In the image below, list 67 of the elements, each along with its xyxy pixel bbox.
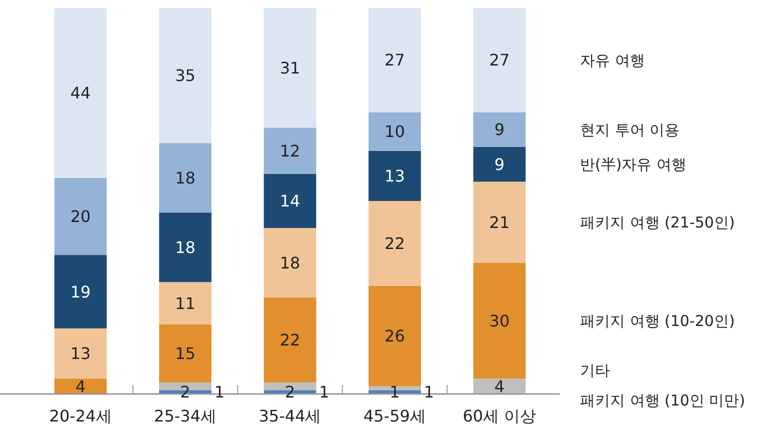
data-label: 44 — [70, 84, 91, 103]
x-tick-label: 45-59세 — [363, 406, 426, 426]
data-label: 18 — [280, 253, 300, 272]
data-label: 13 — [384, 166, 405, 186]
bar — [54, 178, 107, 256]
bar — [159, 143, 212, 213]
x-tick-label: 60세 이상 — [462, 406, 536, 426]
data-label: 1 — [319, 382, 330, 402]
text: 기타 — [580, 361, 610, 380]
data-label: 22 — [384, 234, 405, 254]
data-label: 10 — [384, 122, 405, 142]
bar — [473, 378, 526, 394]
bar — [54, 378, 107, 394]
text: 반(半)자유 여행 — [580, 156, 686, 174]
bar — [159, 8, 212, 144]
bar — [54, 8, 107, 178]
bar — [264, 298, 316, 382]
bar — [368, 201, 421, 286]
bar — [159, 324, 212, 382]
bar — [473, 112, 526, 147]
text: 패키지 여행 (21-50인) — [580, 213, 735, 232]
data-label: 4 — [494, 376, 505, 396]
bar — [368, 112, 421, 151]
data-label: 15 — [175, 344, 196, 364]
data-label: 18 — [175, 168, 196, 188]
data-label: 1 — [214, 382, 225, 402]
bar — [368, 8, 421, 112]
bar — [159, 282, 212, 325]
data-label: 12 — [280, 141, 300, 160]
data-label: 30 — [489, 311, 510, 330]
bar — [473, 146, 526, 182]
data-label: 9 — [494, 120, 505, 140]
data-label: 27 — [384, 50, 405, 70]
data-label: 35 — [175, 66, 196, 86]
data-label: 22 — [280, 330, 300, 350]
data-label: 27 — [489, 50, 510, 70]
text: 자유 여행 — [580, 51, 645, 70]
text: 패키지 여행 (10-20인) — [580, 312, 735, 330]
data-label: 4 — [75, 376, 86, 396]
bar — [264, 128, 316, 174]
data-label: 13 — [70, 344, 91, 364]
text: 패키지 여행 (10인 미만) — [580, 391, 746, 410]
data-label: 11 — [175, 294, 196, 313]
data-label: 14 — [280, 192, 300, 211]
bar — [473, 262, 526, 379]
data-label: 31 — [280, 58, 300, 78]
data-label: 21 — [489, 212, 510, 232]
x-tick-label: 35-44세 — [258, 406, 322, 426]
data-label: 9 — [494, 154, 505, 174]
bar — [368, 286, 421, 386]
data-label: 19 — [70, 282, 91, 302]
bar — [264, 174, 316, 228]
bar — [54, 255, 107, 328]
bar — [473, 182, 526, 263]
bar — [264, 228, 316, 298]
bar — [159, 212, 212, 282]
data-label: 26 — [384, 326, 405, 346]
bar — [264, 8, 316, 128]
text: 현지 투어 이용 — [580, 120, 680, 139]
data-label: 18 — [175, 238, 196, 257]
x-tick-label: 20-24세 — [49, 406, 112, 426]
data-label: 20 — [70, 207, 91, 226]
bar — [368, 150, 421, 201]
data-label: 1 — [424, 382, 434, 402]
bar — [54, 328, 107, 379]
bar — [473, 8, 526, 112]
x-tick-label: 25-34세 — [154, 406, 217, 426]
